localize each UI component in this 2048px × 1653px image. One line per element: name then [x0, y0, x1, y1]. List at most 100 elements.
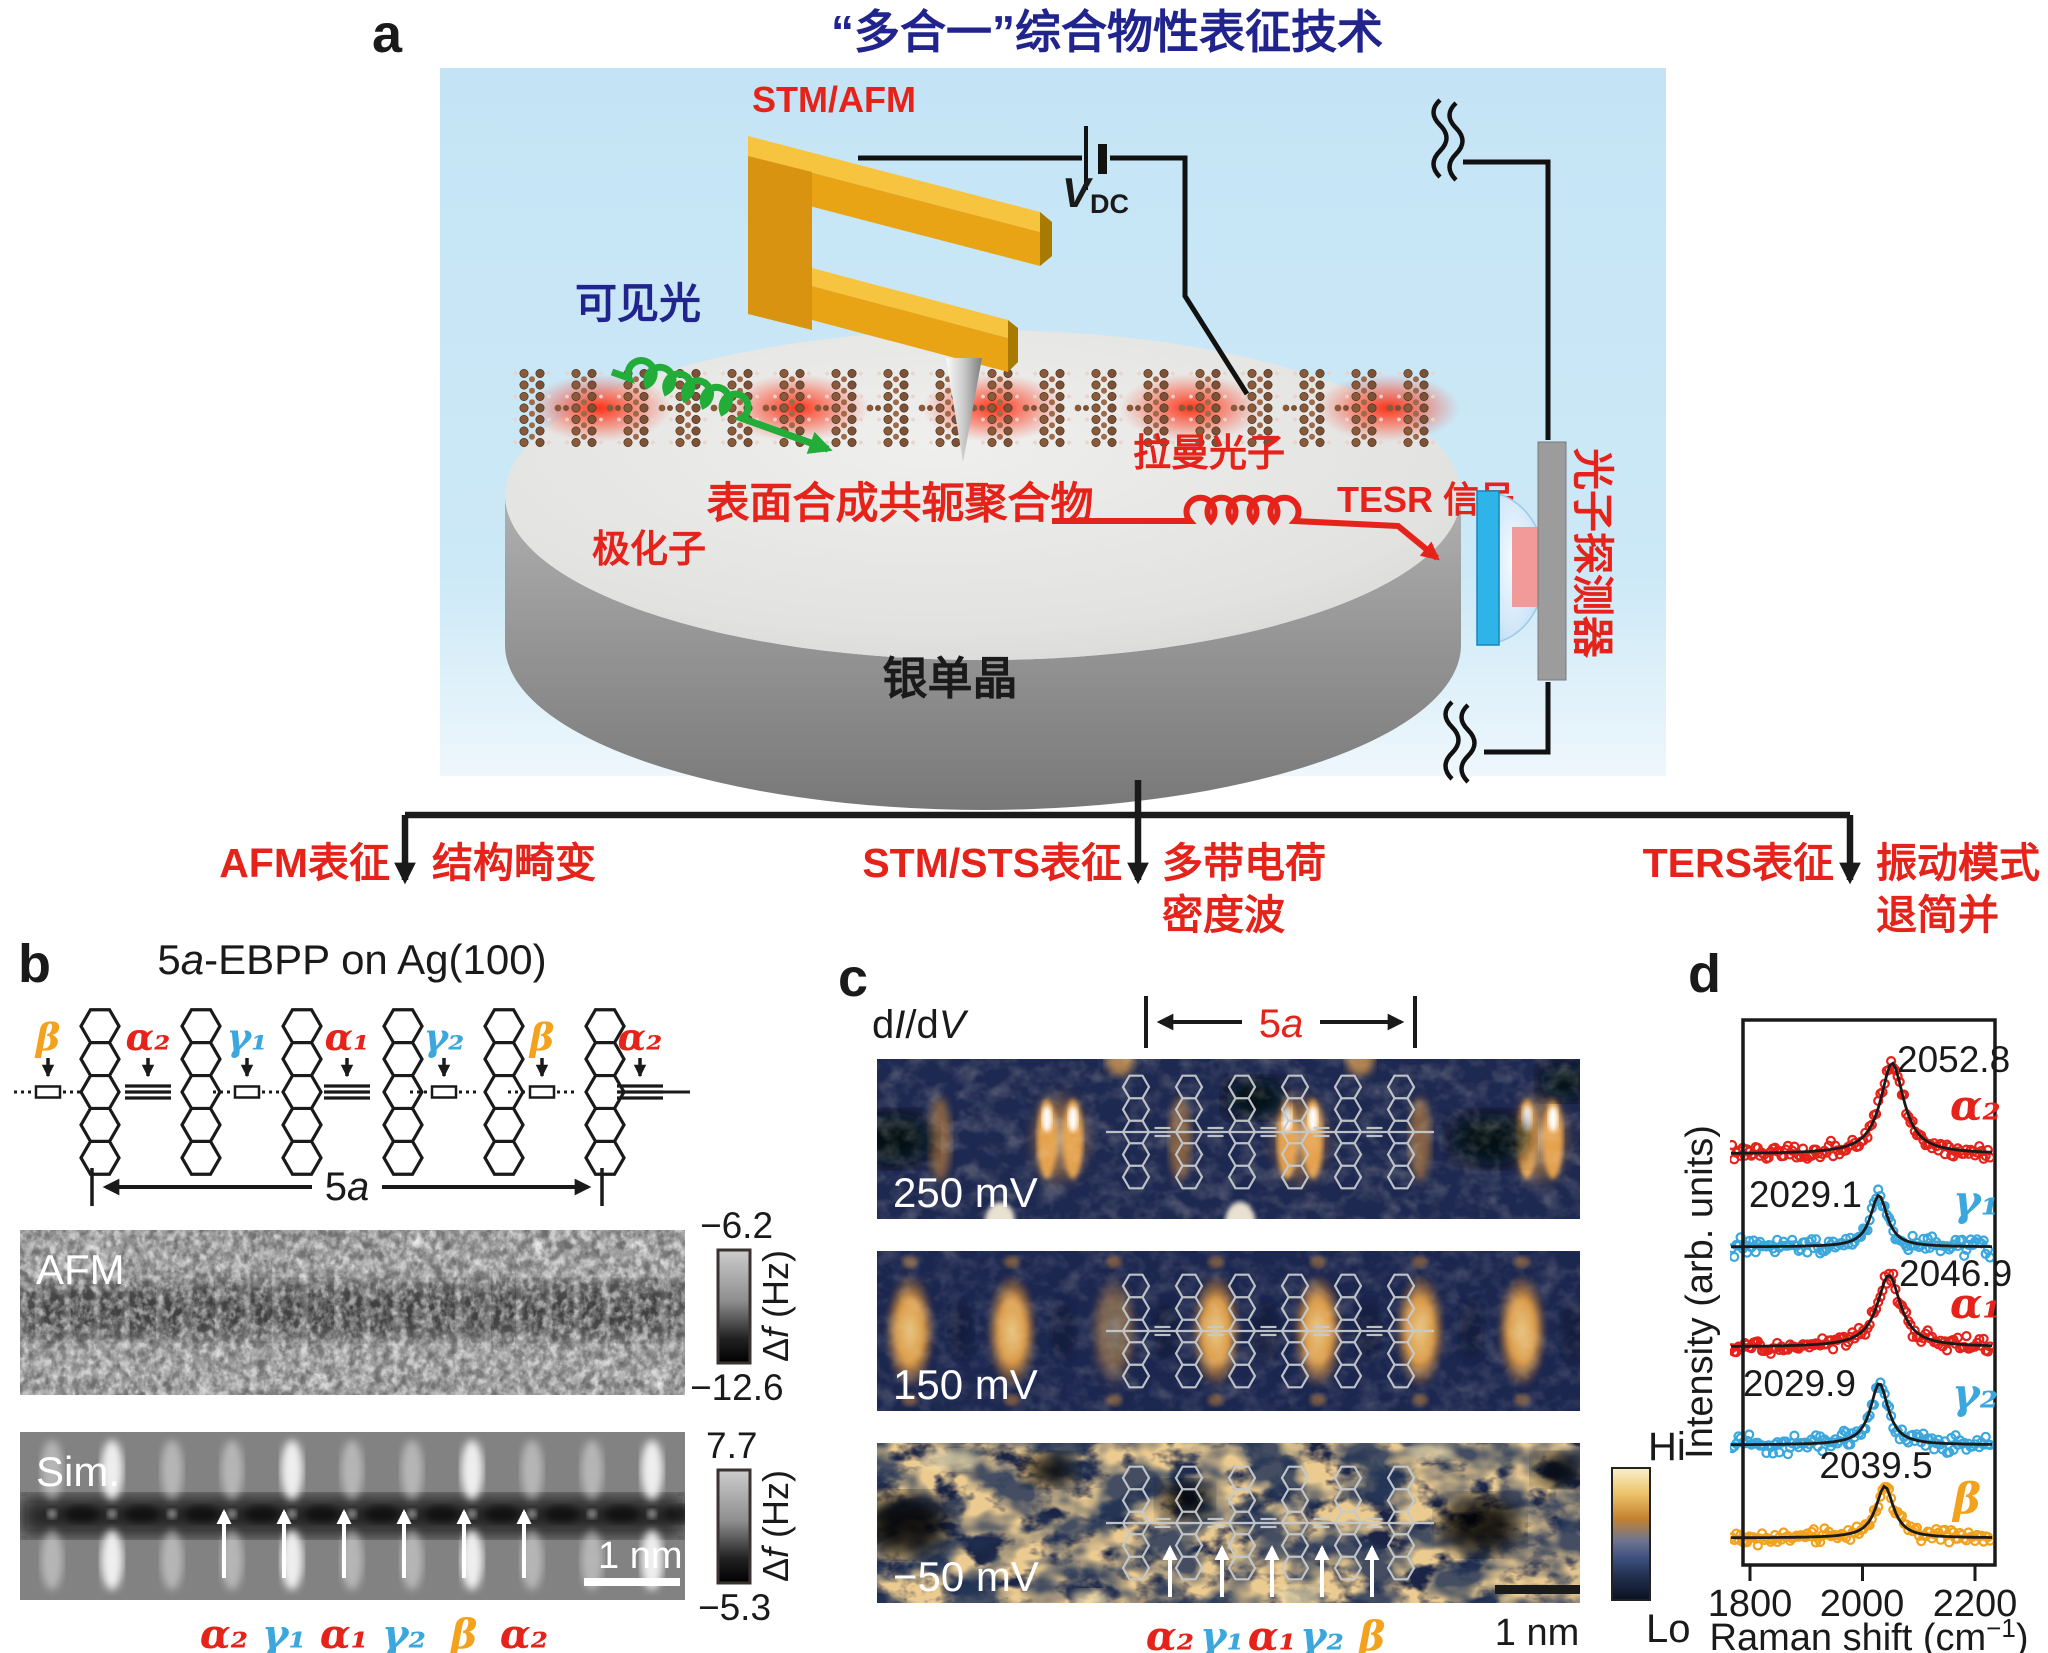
didv-map-150mv [877, 1251, 1580, 1411]
bond-label: α₂ [618, 1015, 663, 1059]
branch-ters-method: TERS表征 [1643, 840, 1834, 886]
unit-cell-span-c-label: 5a [1259, 1002, 1304, 1046]
raman-photon-arrow [1052, 494, 1440, 561]
raman-photon-label: 拉曼光子 [1133, 433, 1285, 475]
series-name: γ₂ [1952, 1369, 1998, 1418]
afm-scale-unit: Δf (Hz) [755, 1250, 796, 1362]
figure-title: “多合一”综合物性表征技术 [831, 6, 1383, 58]
sim-bond-label-row: α₂ γ₁ α₁ γ₂ β α₂ [200, 1611, 548, 1653]
branch-sts-method: STM/STS表征 [862, 840, 1122, 886]
mode-label: α₂ [500, 1611, 548, 1653]
mode-label: γ₁ [1200, 1613, 1244, 1653]
afm-scale-max: −6.2 [700, 1205, 773, 1246]
bond-label: α₂ [126, 1015, 171, 1059]
probe-tip [946, 358, 982, 462]
colorbar-lo-label: Lo [1646, 1607, 1691, 1651]
visible-light-label: 可见光 [575, 280, 701, 327]
sim-colorbar: 7.7 −5.3 Δf (Hz) [698, 1425, 796, 1628]
branch-sts-result2: 密度波 [1162, 892, 1285, 938]
mode-label: γ₂ [382, 1611, 426, 1653]
sim-image [20, 1432, 685, 1600]
plot-xlabel: Raman shift (cm−1) [1710, 1613, 2029, 1653]
mode-label: γ₂ [1300, 1613, 1344, 1653]
series-name: α₁ [1950, 1279, 2001, 1328]
raman-spectra-plot [1730, 1055, 1993, 1551]
panel-d-label: d [1688, 944, 1721, 1004]
afm-scale-min: −12.6 [690, 1367, 784, 1408]
bond-label: γ₁ [227, 1015, 268, 1059]
stm-afm-label: STM/AFM [752, 79, 916, 120]
bond-label: α₁ [325, 1015, 370, 1059]
peak-value-label: 2029.9 [1743, 1363, 1856, 1404]
map-bias-label: 250 mV [893, 1169, 1038, 1216]
bond-label: β [528, 1015, 555, 1059]
sim-scalebar-label: 1 nm [598, 1535, 682, 1577]
map-mode-label-row: α₂ γ₁ α₁ γ₂ β [1146, 1613, 1385, 1653]
branch-sts-result: 多带电荷 [1162, 840, 1326, 886]
visible-light-photon-arrow [610, 357, 833, 454]
panel-b-label: b [18, 934, 51, 994]
sim-scalebar [584, 1578, 680, 1586]
peak-value-label: 2046.9 [1899, 1253, 2012, 1294]
series-name: γ₁ [1953, 1176, 1999, 1225]
peak-value-label: 2039.5 [1819, 1445, 1932, 1486]
stm-afm-cantilever [748, 136, 1052, 372]
polaron-label: 极化子 [592, 529, 706, 571]
colorbar-hi-label: Hi [1648, 1425, 1686, 1469]
sim-scale-min: −5.3 [698, 1587, 771, 1628]
afm-image-label: AFM [36, 1246, 125, 1293]
bond-type-labels: β α₂ γ₁ α₁ γ₂ β α₂ [34, 1015, 663, 1059]
photon-detector-bar [1537, 441, 1567, 681]
mode-label: α₂ [200, 1611, 248, 1653]
didv-map-250mv [877, 1059, 1580, 1219]
map-bias-label: 150 mV [893, 1361, 1038, 1408]
sim-scale-unit: Δf (Hz) [755, 1470, 796, 1582]
battery-icon [1098, 144, 1107, 174]
panel-a-label: a [372, 4, 403, 64]
branch-afm-method: AFM表征 [219, 840, 390, 886]
plot-xticks [1748, 1565, 1977, 1581]
plot-frame [1741, 1018, 1997, 1567]
branch-afm-result: 结构畸变 [432, 840, 596, 886]
peak-value-label: 2052.8 [1897, 1039, 2010, 1080]
polymer-chain [513, 368, 1460, 447]
mode-label: β [449, 1611, 478, 1653]
bias-circuit-wire [858, 126, 1250, 396]
map-colorbar: Hi Lo [1611, 1425, 1691, 1651]
map-scalebar [1495, 1585, 1580, 1594]
crystal-label: 银单晶 [882, 653, 1017, 704]
series-name: α₂ [1950, 1081, 2001, 1130]
polymer-label: 表面合成共轭聚合物 [707, 480, 1094, 528]
sim-image-label: Sim. [36, 1448, 120, 1495]
bond-label: β [34, 1015, 61, 1059]
mode-label: γ₁ [262, 1611, 306, 1653]
unit-cell-span-b-label: 5a [325, 1165, 370, 1209]
didv-map-neg50mv [877, 1443, 1580, 1603]
panel-c-label: c [838, 948, 868, 1008]
xtick-label: 2000 [1820, 1583, 1905, 1625]
unit-cell-span-c [1144, 996, 1417, 1048]
xtick-label: 2200 [1933, 1583, 2018, 1625]
afm-image [20, 1230, 685, 1395]
panel-b-title: 5a-EBPP on Ag(100) [157, 936, 546, 983]
mode-label: α₁ [1248, 1613, 1296, 1653]
series-name: β [1951, 1474, 1981, 1523]
detector-wire [1463, 159, 1551, 755]
vdc-label: VDC [1062, 169, 1129, 219]
mode-label: α₂ [1146, 1613, 1194, 1653]
branch-ters-result: 振动模式 [1876, 840, 2040, 886]
unit-cell-span-b [90, 1168, 604, 1206]
mode-label: α₁ [320, 1611, 368, 1653]
map-scalebar-label: 1 nm [1495, 1612, 1579, 1653]
branch-ters-result2: 退简并 [1876, 892, 1999, 938]
xtick-label: 1800 [1708, 1583, 1793, 1625]
photon-detector-label: 光子探测器 [1569, 448, 1616, 659]
didv-label: dI/dV [872, 1003, 969, 1047]
afm-colorbar: −6.2 −12.6 Δf (Hz) [690, 1205, 796, 1408]
sim-bond-arrows [216, 1509, 532, 1578]
chemical-structure [14, 1008, 690, 1176]
sim-scale-max: 7.7 [706, 1425, 757, 1466]
bond-label: γ₂ [424, 1015, 465, 1059]
map-bias-label: −50 mV [893, 1553, 1039, 1600]
